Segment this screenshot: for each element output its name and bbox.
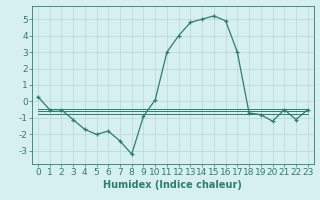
X-axis label: Humidex (Indice chaleur): Humidex (Indice chaleur) xyxy=(103,180,242,190)
